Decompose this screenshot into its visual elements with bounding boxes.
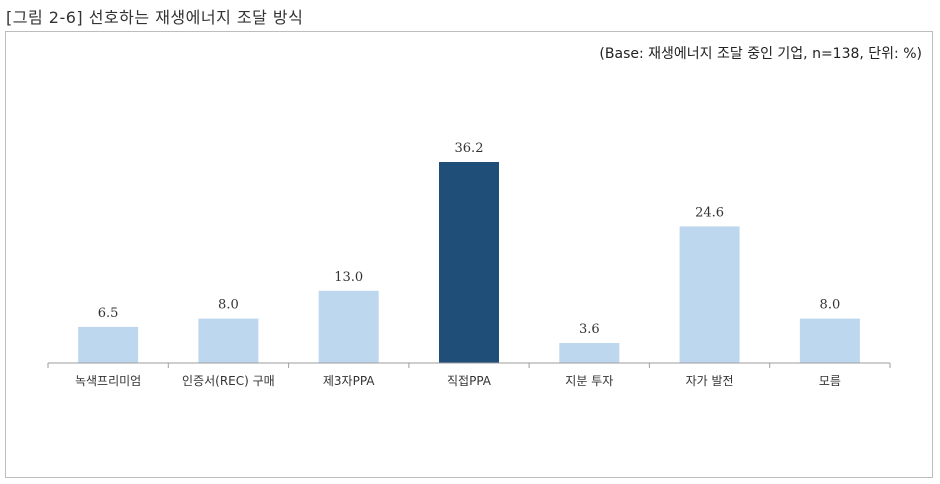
- category-label: 자가 발전: [686, 374, 734, 388]
- figure-title: [그림 2-6] 선호하는 재생에너지 조달 방식: [6, 8, 304, 27]
- bar: [439, 162, 499, 363]
- bar: [78, 326, 139, 363]
- bar-value-label: 3.6: [579, 322, 600, 337]
- chart-frame: [5, 31, 933, 478]
- bar: [559, 343, 620, 363]
- bar: [679, 226, 740, 363]
- category-label: 직접PPA: [447, 374, 492, 388]
- category-label: 지분 투자: [565, 374, 613, 388]
- bar: [198, 318, 259, 363]
- bar: [799, 318, 860, 363]
- category-label: 제3자PPA: [323, 374, 375, 388]
- bar-value-label: 13.0: [334, 270, 363, 285]
- base-note: (Base: 재생에너지 조달 중인 기업, n=138, 단위: %): [599, 46, 922, 62]
- category-label: 인증서(REC) 구매: [182, 374, 275, 388]
- category-label: 녹색프리미엄: [75, 374, 141, 388]
- bar-value-label: 24.6: [695, 205, 724, 220]
- bar-value-label: 6.5: [98, 306, 119, 321]
- bar-value-label: 36.2: [455, 141, 484, 156]
- category-label: 모름: [819, 374, 841, 388]
- bar-value-label: 8.0: [820, 298, 841, 313]
- bar-value-label: 8.0: [218, 298, 239, 313]
- bar: [318, 290, 379, 363]
